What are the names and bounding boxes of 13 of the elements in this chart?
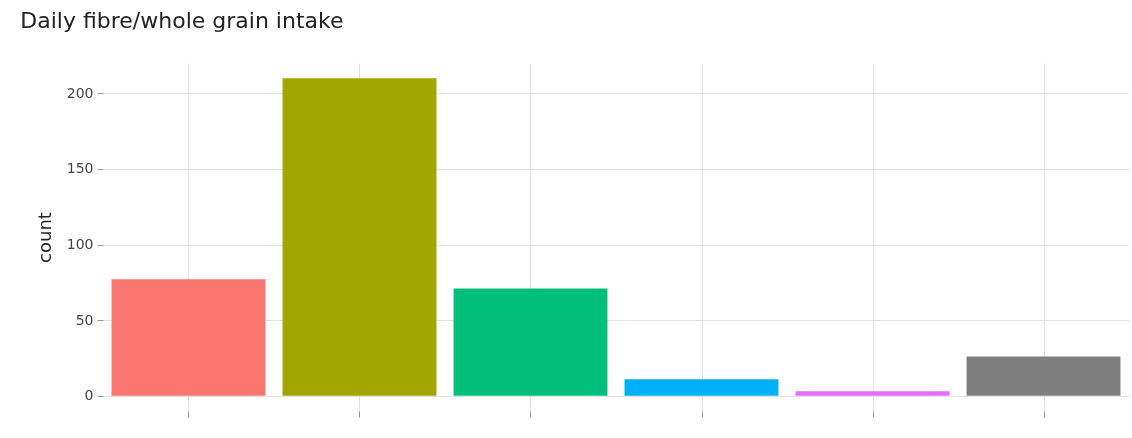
y-tick-label: 150 (66, 160, 94, 177)
bar (795, 391, 950, 396)
y-tick-label: 100 (66, 236, 94, 253)
bar (453, 288, 608, 396)
y-tick-label: 0 (84, 387, 94, 404)
chart-title: Daily fibre/whole grain intake (20, 8, 344, 33)
y-tick-label: 50 (75, 311, 94, 328)
bar (966, 356, 1121, 396)
bar (282, 78, 437, 396)
bar (111, 279, 266, 396)
y-tick-label: 200 (66, 84, 94, 101)
bar (624, 379, 779, 396)
y-axis-title: count (33, 212, 55, 263)
